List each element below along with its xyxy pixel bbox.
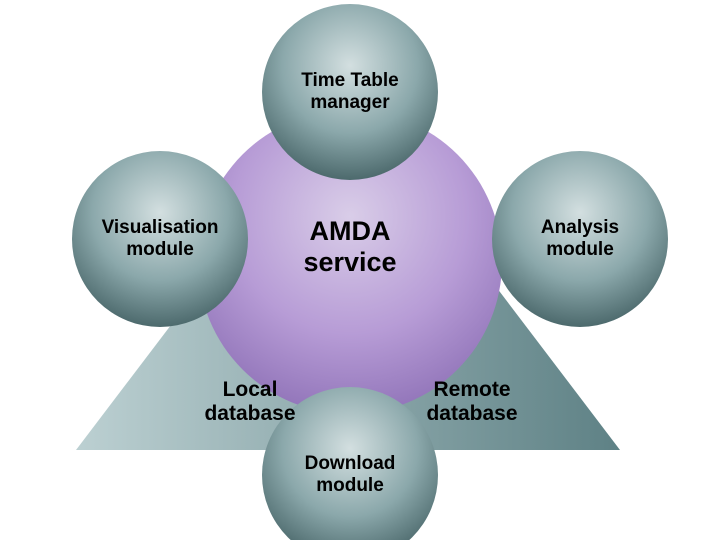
shapes-svg [0, 0, 720, 540]
diagram-stage: AMDA service Time Table manager Visualis… [0, 0, 720, 540]
satellite-top-circle [262, 4, 438, 180]
satellite-right-circle [492, 151, 668, 327]
satellite-left-circle [72, 151, 248, 327]
